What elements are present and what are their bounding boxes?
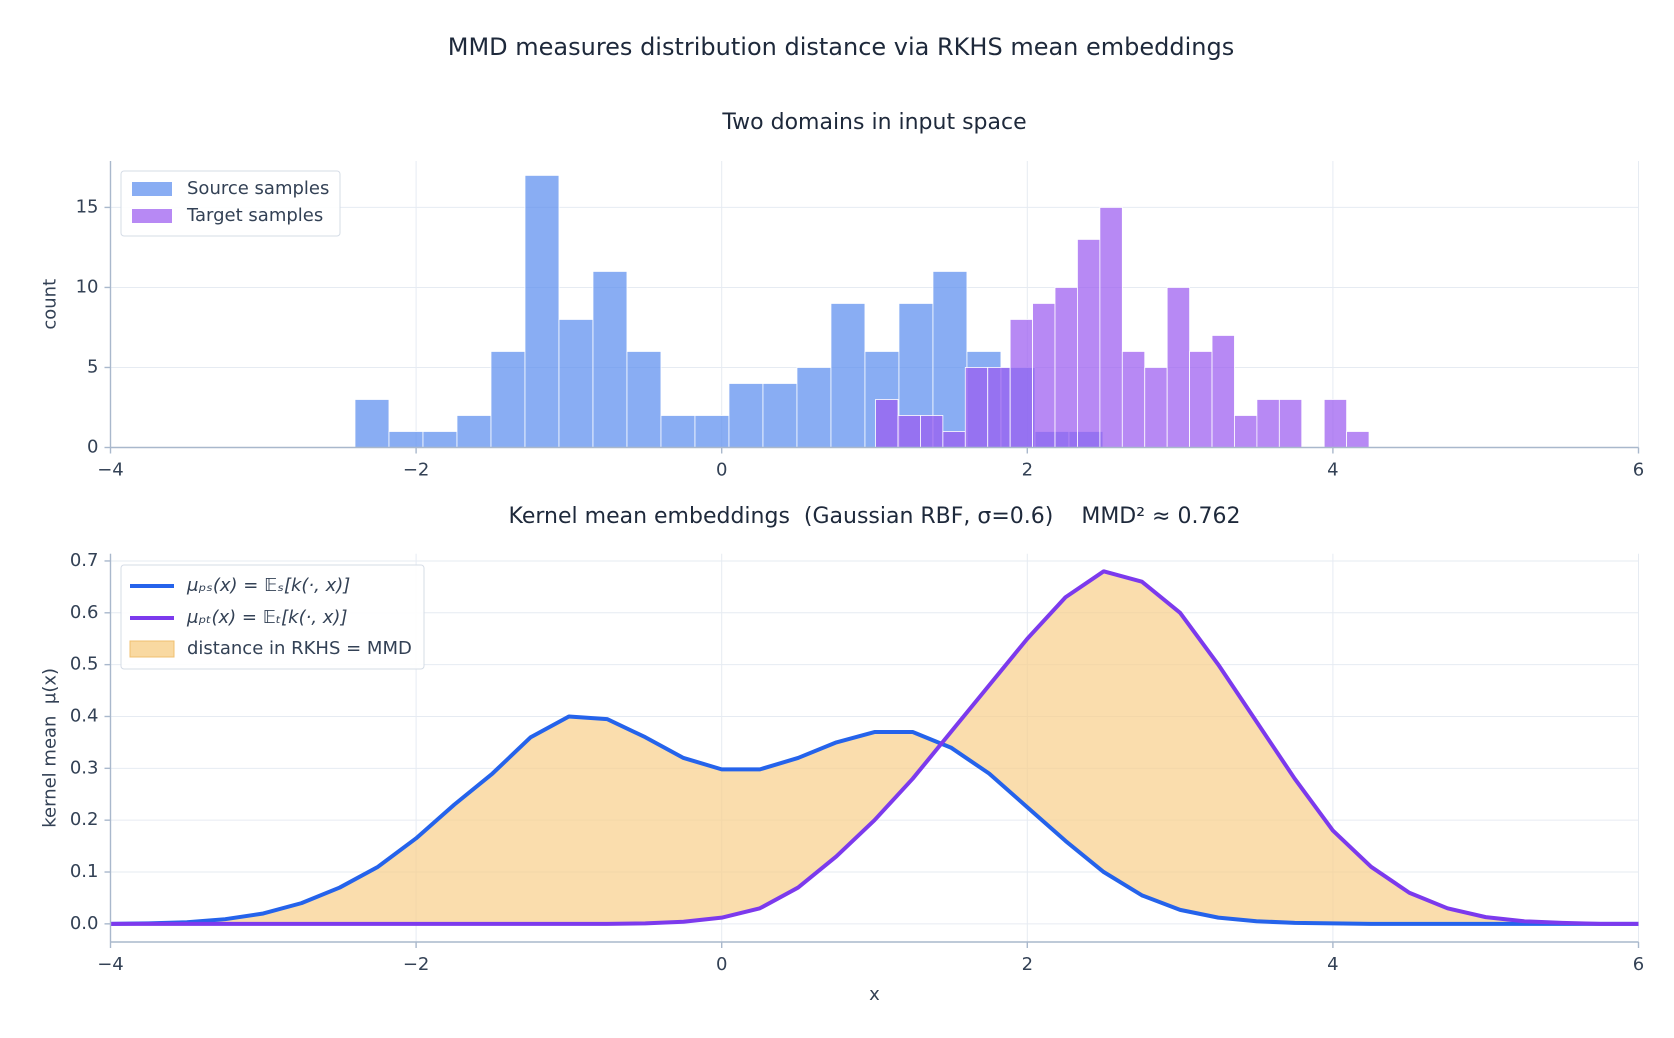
bar: [1166, 287, 1191, 448]
y-axis-label: count: [40, 279, 61, 330]
bar: [1278, 399, 1303, 448]
y-tick-label: 0.1: [70, 861, 99, 882]
x-axis-label: x: [869, 984, 880, 1005]
bar: [558, 319, 594, 448]
bar: [987, 367, 1011, 448]
y-tick-label: 0.3: [70, 757, 99, 778]
y-tick-label: 0.4: [70, 705, 99, 726]
legend-label: μₚₜ(x) = 𝔼ₜ[k(·, x)]: [186, 607, 347, 628]
y-tick-label: 0.5: [70, 654, 99, 675]
bar: [1256, 399, 1280, 448]
bar: [592, 271, 628, 448]
bar: [524, 175, 560, 448]
subplot-title: Two domains in input space: [721, 110, 1026, 135]
mmd-area: [110, 571, 1639, 924]
bar: [626, 351, 662, 448]
x-tick-label: 0: [716, 460, 727, 481]
bar: [422, 431, 458, 448]
subplot-title: Kernel mean embeddings (Gaussian RBF, σ=…: [509, 504, 1241, 529]
bar: [796, 367, 832, 448]
x-tick-label: 6: [1633, 954, 1644, 975]
y-tick-label: 0.0: [70, 913, 99, 934]
y-tick-label: 0.7: [70, 550, 99, 571]
bar: [1009, 319, 1033, 448]
x-tick-label: 4: [1327, 460, 1338, 481]
bar: [728, 383, 764, 448]
y-tick-label: 15: [76, 196, 99, 217]
x-tick-label: 0: [716, 954, 727, 975]
y-tick-label: 0: [87, 437, 98, 458]
x-tick-label: 6: [1633, 460, 1644, 481]
bar: [830, 303, 866, 448]
bar: [964, 367, 989, 448]
bar: [875, 399, 899, 448]
x-tick-label: −4: [97, 460, 124, 481]
y-tick-label: 10: [76, 276, 99, 297]
bar: [1323, 399, 1348, 448]
bar: [388, 431, 424, 448]
bar: [1054, 287, 1078, 448]
x-tick-label: −2: [403, 460, 430, 481]
legend-swatch: [129, 640, 175, 658]
legend: μₚₛ(x) = 𝔼ₛ[k(·, x)] μₚₜ(x) = 𝔼ₜ[k(·, x)]…: [120, 564, 425, 670]
bar: [762, 383, 798, 448]
bar: [694, 415, 730, 448]
bar: [897, 415, 921, 448]
bar: [942, 431, 966, 448]
line: [110, 714, 1639, 926]
legend-label: distance in RKHS = MMD: [187, 638, 412, 659]
y-tick-label: 5: [87, 356, 98, 377]
legend-label: μₚₛ(x) = 𝔼ₛ[k(·, x)]: [186, 575, 350, 596]
line: [110, 569, 1639, 926]
bar: [456, 415, 492, 448]
bar: [1189, 351, 1213, 448]
legend-swatch: [132, 182, 172, 196]
bar: [1121, 351, 1146, 448]
legend-box: [120, 564, 425, 670]
bar: [920, 415, 944, 448]
bar: [490, 351, 526, 448]
bar: [1032, 303, 1056, 448]
y-axis-label: kernel mean μ(x): [40, 668, 61, 828]
bar: [1211, 335, 1235, 448]
bar: [354, 399, 390, 448]
y-tick-label: 0.6: [70, 602, 99, 623]
legend-label: Target samples: [186, 205, 323, 226]
legend-box: [120, 170, 341, 237]
bar: [1234, 415, 1258, 448]
legend-swatch: [132, 209, 172, 223]
x-tick-label: 4: [1327, 954, 1338, 975]
x-tick-label: −4: [97, 954, 124, 975]
legend-label: Source samples: [187, 178, 329, 199]
bar: [1099, 207, 1123, 448]
bar: [1346, 431, 1370, 448]
bar: [1144, 367, 1168, 448]
x-tick-label: 2: [1022, 460, 1033, 481]
y-tick-label: 0.2: [70, 809, 99, 830]
x-tick-label: −2: [403, 954, 430, 975]
legend: Source samples Target samples: [120, 170, 341, 237]
bar: [660, 415, 696, 448]
x-tick-label: 2: [1022, 954, 1033, 975]
bar: [1077, 239, 1101, 448]
page-title: MMD measures distribution distance via R…: [448, 33, 1235, 61]
